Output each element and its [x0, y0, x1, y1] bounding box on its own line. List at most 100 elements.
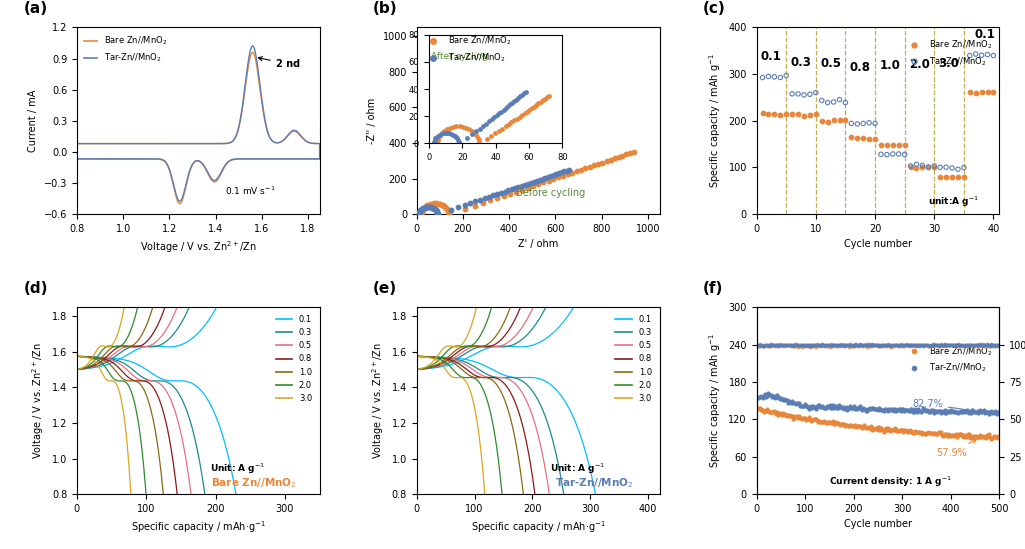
- Point: [942, 430, 958, 439]
- Point: [853, 341, 869, 350]
- Point: [586, 161, 603, 170]
- Point: [930, 341, 946, 350]
- Point: [907, 405, 924, 413]
- Point: [834, 341, 851, 350]
- X-axis label: Specific capacity / mAh·g$^{-1}$: Specific capacity / mAh·g$^{-1}$: [470, 519, 606, 535]
- Point: [770, 341, 786, 350]
- Point: [844, 133, 860, 142]
- Point: [919, 340, 936, 349]
- Point: [819, 341, 835, 350]
- Point: [873, 340, 890, 349]
- Point: [429, 210, 446, 219]
- Point: [986, 341, 1002, 350]
- Point: [857, 405, 873, 413]
- Point: [892, 341, 908, 350]
- Point: [753, 393, 770, 401]
- Point: [922, 341, 939, 350]
- Point: [817, 341, 833, 350]
- Point: [792, 402, 809, 411]
- Point: [858, 406, 874, 415]
- Point: [839, 420, 856, 429]
- Point: [836, 419, 853, 428]
- Point: [846, 340, 862, 349]
- Point: [845, 404, 861, 412]
- Point: [926, 341, 942, 350]
- Point: [951, 340, 968, 349]
- Point: [880, 340, 897, 349]
- Point: [853, 340, 869, 349]
- Legend: 0.1, 0.3, 0.5, 0.8, 1.0, 2.0, 3.0: 0.1, 0.3, 0.5, 0.8, 1.0, 2.0, 3.0: [273, 312, 316, 406]
- Point: [893, 425, 909, 434]
- Point: [418, 201, 435, 210]
- Point: [933, 428, 949, 436]
- Point: [865, 424, 882, 433]
- Point: [414, 206, 430, 215]
- Point: [917, 341, 934, 350]
- Point: [766, 391, 782, 400]
- Point: [864, 340, 880, 349]
- Point: [845, 341, 861, 350]
- Point: [814, 418, 830, 427]
- Point: [854, 340, 870, 349]
- Point: [855, 423, 871, 432]
- Point: [990, 340, 1007, 349]
- Text: 0.1: 0.1: [761, 50, 782, 63]
- Point: [920, 408, 937, 417]
- Point: [861, 119, 877, 127]
- Point: [860, 341, 876, 350]
- Point: [776, 340, 792, 349]
- Point: [777, 341, 793, 350]
- Point: [976, 340, 992, 349]
- Point: [914, 161, 931, 170]
- Point: [883, 341, 899, 350]
- Point: [778, 341, 794, 350]
- Legend: Bare Zn//MnO$_2$, Tar-Zn//MnO$_2$: Bare Zn//MnO$_2$, Tar-Zn//MnO$_2$: [81, 32, 170, 68]
- Point: [880, 424, 897, 433]
- Point: [778, 71, 794, 80]
- Point: [545, 175, 562, 183]
- Point: [958, 341, 975, 350]
- Point: [863, 404, 879, 412]
- Point: [819, 417, 835, 426]
- Point: [971, 340, 987, 349]
- Point: [867, 119, 884, 128]
- Point: [982, 408, 998, 417]
- Point: [428, 206, 445, 215]
- Point: [848, 341, 864, 350]
- Point: [875, 425, 892, 434]
- Point: [875, 341, 892, 350]
- Point: [962, 342, 979, 351]
- Point: [985, 87, 1001, 96]
- Point: [971, 432, 987, 441]
- Point: [916, 429, 933, 438]
- Point: [815, 340, 831, 349]
- Point: [777, 396, 793, 405]
- Point: [752, 391, 769, 400]
- Point: [819, 117, 835, 126]
- Point: [880, 341, 897, 350]
- Point: [952, 430, 969, 439]
- Point: [885, 341, 901, 350]
- Point: [926, 408, 942, 417]
- Point: [883, 425, 899, 434]
- Point: [785, 341, 802, 350]
- Point: [975, 432, 991, 440]
- Text: 0.1: 0.1: [974, 27, 995, 41]
- Point: [837, 341, 854, 350]
- Point: [956, 340, 973, 349]
- Point: [899, 340, 915, 349]
- Point: [831, 96, 848, 104]
- Point: [826, 420, 843, 429]
- Point: [894, 340, 910, 349]
- Point: [903, 427, 919, 436]
- Point: [965, 433, 981, 442]
- Point: [837, 404, 854, 412]
- Point: [778, 396, 794, 405]
- Point: [957, 433, 974, 441]
- Point: [986, 432, 1002, 440]
- Point: [950, 408, 967, 417]
- Point: [793, 341, 810, 350]
- Point: [865, 405, 882, 413]
- Point: [770, 341, 786, 350]
- Point: [989, 432, 1006, 440]
